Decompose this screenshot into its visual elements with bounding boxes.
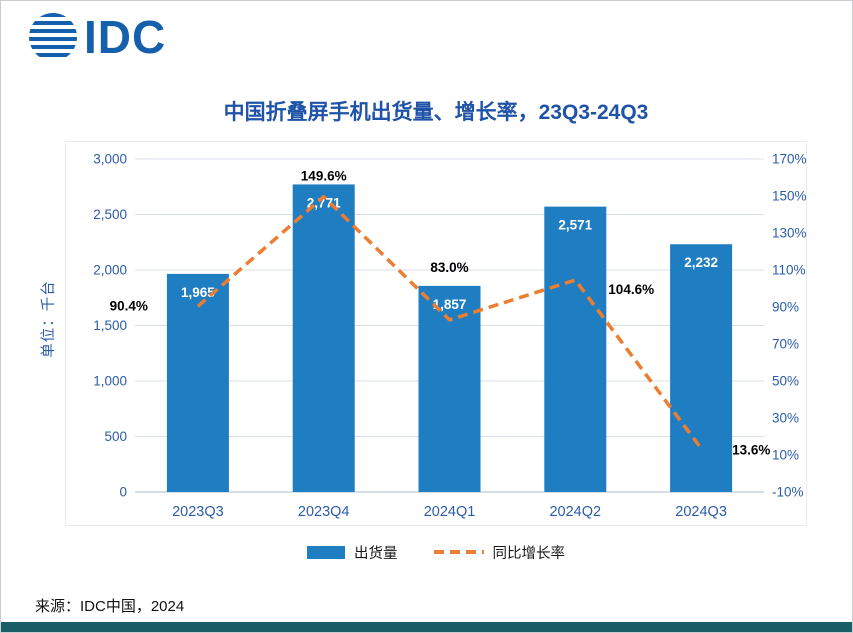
bar-2023Q3 bbox=[166, 273, 229, 492]
y-axis-title: 单位：千台 bbox=[41, 280, 57, 358]
right-axis-tick: 130% bbox=[772, 226, 807, 241]
bar-2023Q4 bbox=[292, 184, 355, 492]
right-axis-tick: -10% bbox=[772, 485, 804, 500]
bar-2024Q3 bbox=[670, 244, 733, 492]
legend-item-shipments: 出货量 bbox=[307, 542, 398, 563]
bar-value-label: 2,232 bbox=[684, 255, 718, 270]
x-axis-label: 2024Q2 bbox=[549, 504, 601, 520]
legend-bar-swatch bbox=[307, 545, 345, 559]
legend-label-growth: 同比增长率 bbox=[492, 545, 566, 562]
left-axis-tick: 0 bbox=[119, 485, 127, 500]
chart-title: 中国折叠屏手机出货量、增长率，23Q3-24Q3 bbox=[223, 101, 649, 124]
right-axis-tick: 90% bbox=[772, 300, 799, 315]
bar-value-label: 1,857 bbox=[433, 297, 467, 312]
x-axis-label: 2023Q3 bbox=[172, 504, 224, 520]
bar-2024Q1 bbox=[418, 285, 481, 492]
x-axis-label: 2024Q1 bbox=[424, 504, 476, 520]
idc-logo-text: IDC bbox=[84, 11, 167, 63]
idc-globe-icon bbox=[29, 13, 77, 61]
right-axis-tick: 70% bbox=[772, 337, 799, 352]
left-axis-tick: 1,500 bbox=[93, 318, 127, 333]
x-axis-label: 2023Q4 bbox=[298, 504, 350, 520]
chart-frame: 3,000 2,500 2,000 1,500 1,000 500 0 170% 150% 130… bbox=[65, 141, 807, 526]
x-axis-label: 2024Q3 bbox=[675, 504, 727, 520]
bar-2024Q2 bbox=[544, 206, 607, 492]
left-axis-tick: 1,000 bbox=[93, 374, 127, 389]
growth-value-label: 149.6% bbox=[301, 169, 347, 184]
right-axis-tick: 150% bbox=[772, 189, 807, 204]
idc-logo: IDC bbox=[29, 13, 166, 61]
growth-value-label: 83.0% bbox=[430, 260, 468, 275]
legend-label-shipments: 出货量 bbox=[354, 545, 398, 562]
left-axis-tick: 3,000 bbox=[93, 152, 127, 167]
left-axis-tick: 500 bbox=[104, 429, 127, 444]
source-note: 来源：IDC中国，2024 bbox=[35, 598, 185, 615]
bar-value-label: 1,965 bbox=[181, 285, 215, 300]
legend: 出货量 同比增长率 bbox=[65, 541, 807, 563]
growth-line bbox=[196, 194, 703, 450]
growth-value-label: 13.6% bbox=[732, 442, 770, 457]
right-axis-tick: 30% bbox=[772, 411, 799, 426]
bottom-accent-bar bbox=[1, 622, 852, 632]
chart-plot: 3,000 2,500 2,000 1,500 1,000 500 0 170% 150% 130… bbox=[93, 152, 807, 521]
right-axis-tick: 110% bbox=[772, 263, 806, 278]
right-axis-tick: 50% bbox=[772, 374, 799, 389]
growth-value-label: 104.6% bbox=[608, 282, 654, 297]
left-axis-tick: 2,500 bbox=[93, 207, 127, 222]
left-axis-tick: 2,000 bbox=[93, 263, 127, 278]
legend-line-swatch bbox=[433, 550, 484, 554]
right-axis-tick: 170% bbox=[772, 152, 807, 167]
growth-value-label: 90.4% bbox=[110, 298, 148, 313]
right-axis-tick: 10% bbox=[772, 448, 799, 463]
legend-item-growth: 同比增长率 bbox=[433, 542, 566, 563]
bar-value-label: 2,571 bbox=[558, 218, 592, 233]
